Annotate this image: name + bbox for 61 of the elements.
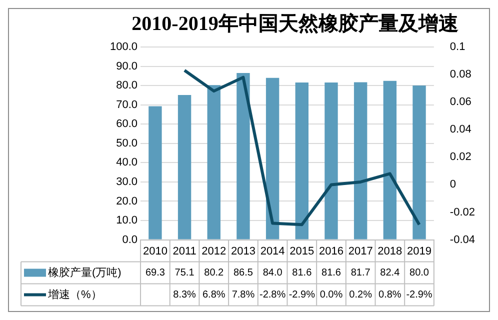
data-label: 8.3%: [173, 290, 196, 301]
y2-tick-label: 0.08: [450, 68, 472, 81]
x-tick-label: 2014: [260, 245, 285, 258]
bar: [266, 78, 280, 240]
data-label: 84.0: [262, 268, 283, 279]
y2-tick-label: 0.1: [450, 41, 466, 54]
y-tick-label: 90.0: [116, 60, 138, 72]
bar: [354, 82, 368, 240]
bar: [178, 95, 192, 240]
data-label: 80.0: [410, 268, 430, 279]
data-label: 0.2%: [349, 290, 372, 301]
x-tick-label: 2017: [348, 245, 373, 258]
y-tick-label: 10.0: [116, 214, 138, 227]
y-tick-label: 100.0: [110, 41, 138, 54]
x-tick-label: 2011: [172, 245, 196, 258]
data-label: 81.6: [322, 268, 342, 279]
bar: [207, 85, 220, 240]
data-label: 86.5: [233, 268, 254, 279]
x-tick-label: 2010: [142, 245, 168, 258]
x-tick-label: 2018: [378, 245, 402, 258]
x-tick-label: 2016: [318, 245, 344, 258]
data-label: 81.6: [292, 268, 312, 279]
bar: [148, 106, 162, 240]
x-tick-label: 2015: [290, 245, 314, 258]
bar: [324, 82, 338, 240]
y2-tick-label: 0.04: [450, 124, 472, 136]
y-tick-label: 0.0: [122, 234, 138, 246]
y2-tick-label: -0.02: [450, 206, 476, 218]
y-tick-label: 40.0: [116, 156, 138, 169]
y-tick-label: 20.0: [116, 195, 138, 208]
x-tick-label: 2019: [407, 245, 432, 258]
bar: [295, 82, 308, 240]
data-label: 0.8%: [378, 290, 402, 301]
data-label: 75.1: [174, 268, 195, 279]
data-label: 80.2: [204, 268, 224, 279]
bar: [412, 86, 426, 240]
y-tick-label: 70.0: [116, 98, 138, 111]
y2-tick-label: 0.06: [450, 96, 472, 108]
y-tick-label: 50.0: [116, 137, 138, 150]
y2-tick-label: 0.02: [450, 151, 472, 164]
data-label: -2.9%: [288, 290, 316, 301]
data-label: 69.3: [145, 268, 166, 279]
y-tick-label: 30.0: [116, 176, 138, 188]
legend-label: 增速（%）: [47, 288, 102, 301]
y2-tick-label: 0: [450, 178, 456, 191]
bar: [383, 80, 397, 240]
x-tick-label: 2013: [230, 245, 256, 258]
data-label: 0.0%: [320, 290, 343, 301]
y-tick-label: 60.0: [116, 118, 138, 130]
data-label: 82.4: [380, 268, 400, 279]
legend-label: 橡胶产量(万吨): [48, 266, 122, 279]
y-tick-label: 80.0: [116, 80, 138, 92]
bar: [236, 73, 250, 240]
data-label: -2.8%: [259, 290, 286, 301]
data-label: 81.7: [350, 268, 371, 279]
data-label: -2.9%: [406, 290, 432, 301]
data-label: 7.8%: [232, 290, 255, 301]
chart-title: 2010-2019年中国天然橡胶产量及增速: [132, 12, 458, 36]
y2-tick-label: -0.04: [450, 234, 476, 246]
data-label: 6.8%: [202, 290, 226, 301]
x-tick-label: 2012: [202, 245, 226, 258]
